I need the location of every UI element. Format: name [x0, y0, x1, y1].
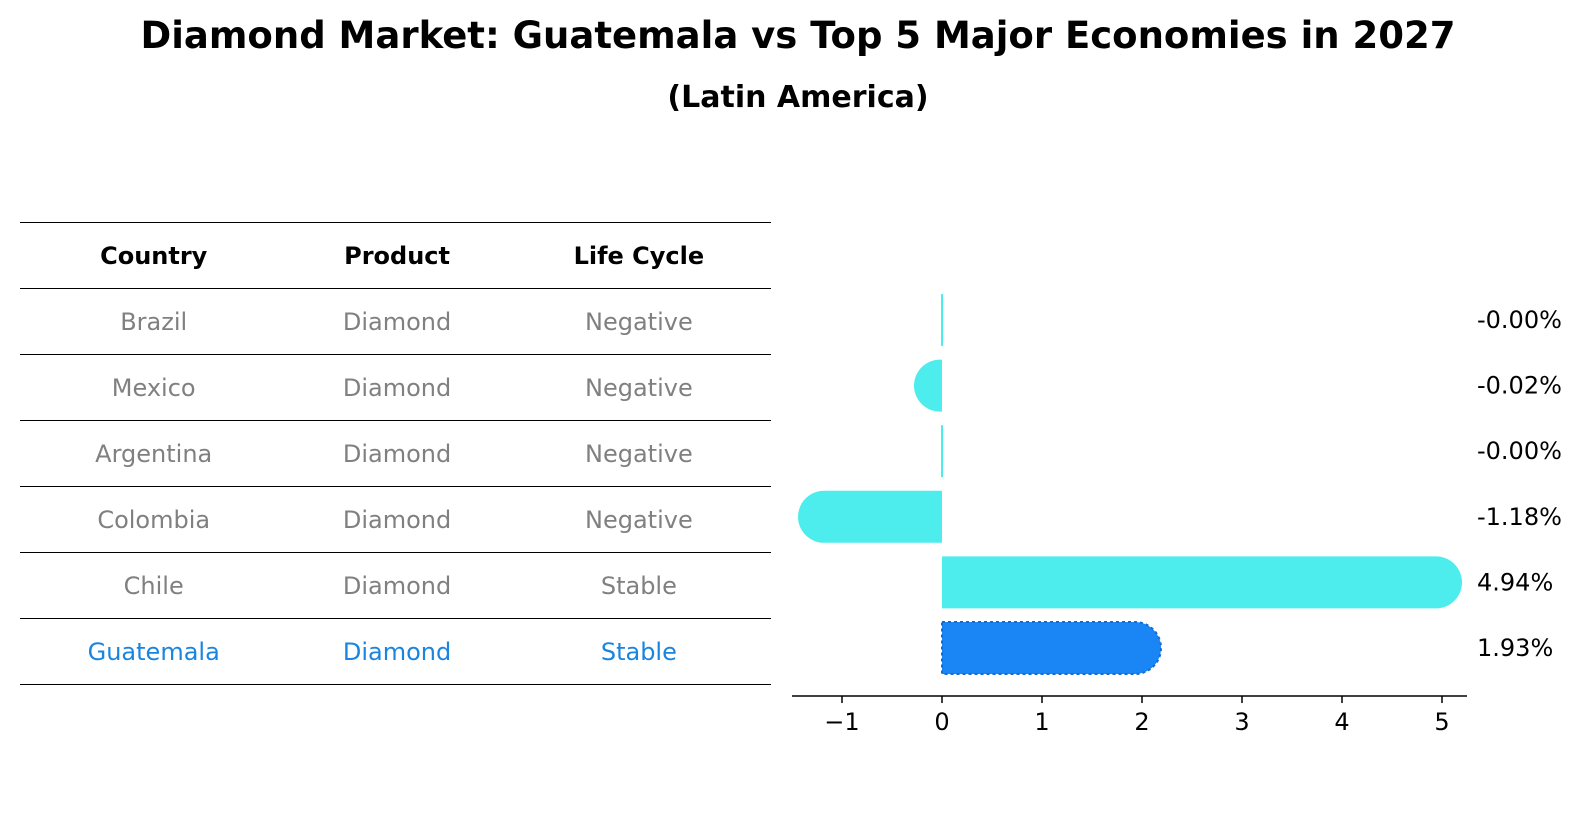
cell-life-cycle: Negative — [506, 420, 771, 487]
cell-product: Diamond — [287, 420, 507, 487]
bar-mexico — [914, 359, 942, 412]
cell-product: Diamond — [287, 618, 507, 685]
table-row: Brazil Diamond Negative — [20, 288, 771, 355]
cell-product: Diamond — [287, 354, 507, 421]
bar-brazil — [941, 294, 943, 346]
cell-product: Diamond — [287, 288, 507, 355]
cell-country: Chile — [20, 552, 288, 619]
header-life-cycle: Life Cycle — [506, 222, 771, 289]
table-row: Chile Diamond Stable — [20, 552, 771, 619]
data-label-colombia: -1.18% — [1477, 503, 1562, 531]
header-product: Product — [287, 222, 507, 289]
cell-country: Guatemala — [20, 618, 288, 685]
table-row: Argentina Diamond Negative — [20, 420, 771, 487]
x-tick-label: 1 — [1034, 708, 1049, 736]
x-tick-label: 5 — [1434, 708, 1449, 736]
table-row: Mexico Diamond Negative — [20, 354, 771, 421]
bar-chile — [942, 556, 1462, 609]
cell-life-cycle: Stable — [506, 552, 771, 619]
data-label-guatemala: 1.93% — [1477, 634, 1553, 662]
header-country: Country — [20, 222, 288, 289]
bar-colombia — [798, 490, 942, 543]
x-tick-label: 2 — [1134, 708, 1149, 736]
x-tick-label: −1 — [824, 708, 859, 736]
x-tick-label: 3 — [1234, 708, 1249, 736]
data-label-chile: 4.94% — [1477, 568, 1553, 596]
data-label-mexico: -0.02% — [1477, 372, 1562, 400]
x-tick-label: 0 — [934, 708, 949, 736]
cell-life-cycle: Stable — [506, 618, 771, 685]
country-table: Country Product Life Cycle Brazil Diamon… — [20, 222, 771, 685]
chart-title: Diamond Market: Guatemala vs Top 5 Major… — [140, 14, 1456, 57]
cell-country: Brazil — [20, 288, 288, 355]
cell-life-cycle: Negative — [506, 354, 771, 421]
data-label-argentina: -0.00% — [1477, 437, 1562, 465]
cell-country: Argentina — [20, 420, 288, 487]
cell-country: Colombia — [20, 486, 288, 553]
cell-product: Diamond — [287, 486, 507, 553]
table-header-row: Country Product Life Cycle — [20, 222, 771, 289]
table-row-highlighted: Guatemala Diamond Stable — [20, 618, 771, 685]
cell-life-cycle: Negative — [506, 288, 771, 355]
chart-subtitle: (Latin America) — [667, 80, 929, 115]
cell-life-cycle: Negative — [506, 486, 771, 553]
bar-guatemala — [941, 621, 1162, 675]
table-row: Colombia Diamond Negative — [20, 486, 771, 553]
data-label-brazil: -0.00% — [1477, 306, 1562, 334]
cell-product: Diamond — [287, 552, 507, 619]
bar-argentina — [941, 425, 943, 478]
cell-country: Mexico — [20, 354, 288, 421]
x-tick-label: 4 — [1334, 708, 1349, 736]
